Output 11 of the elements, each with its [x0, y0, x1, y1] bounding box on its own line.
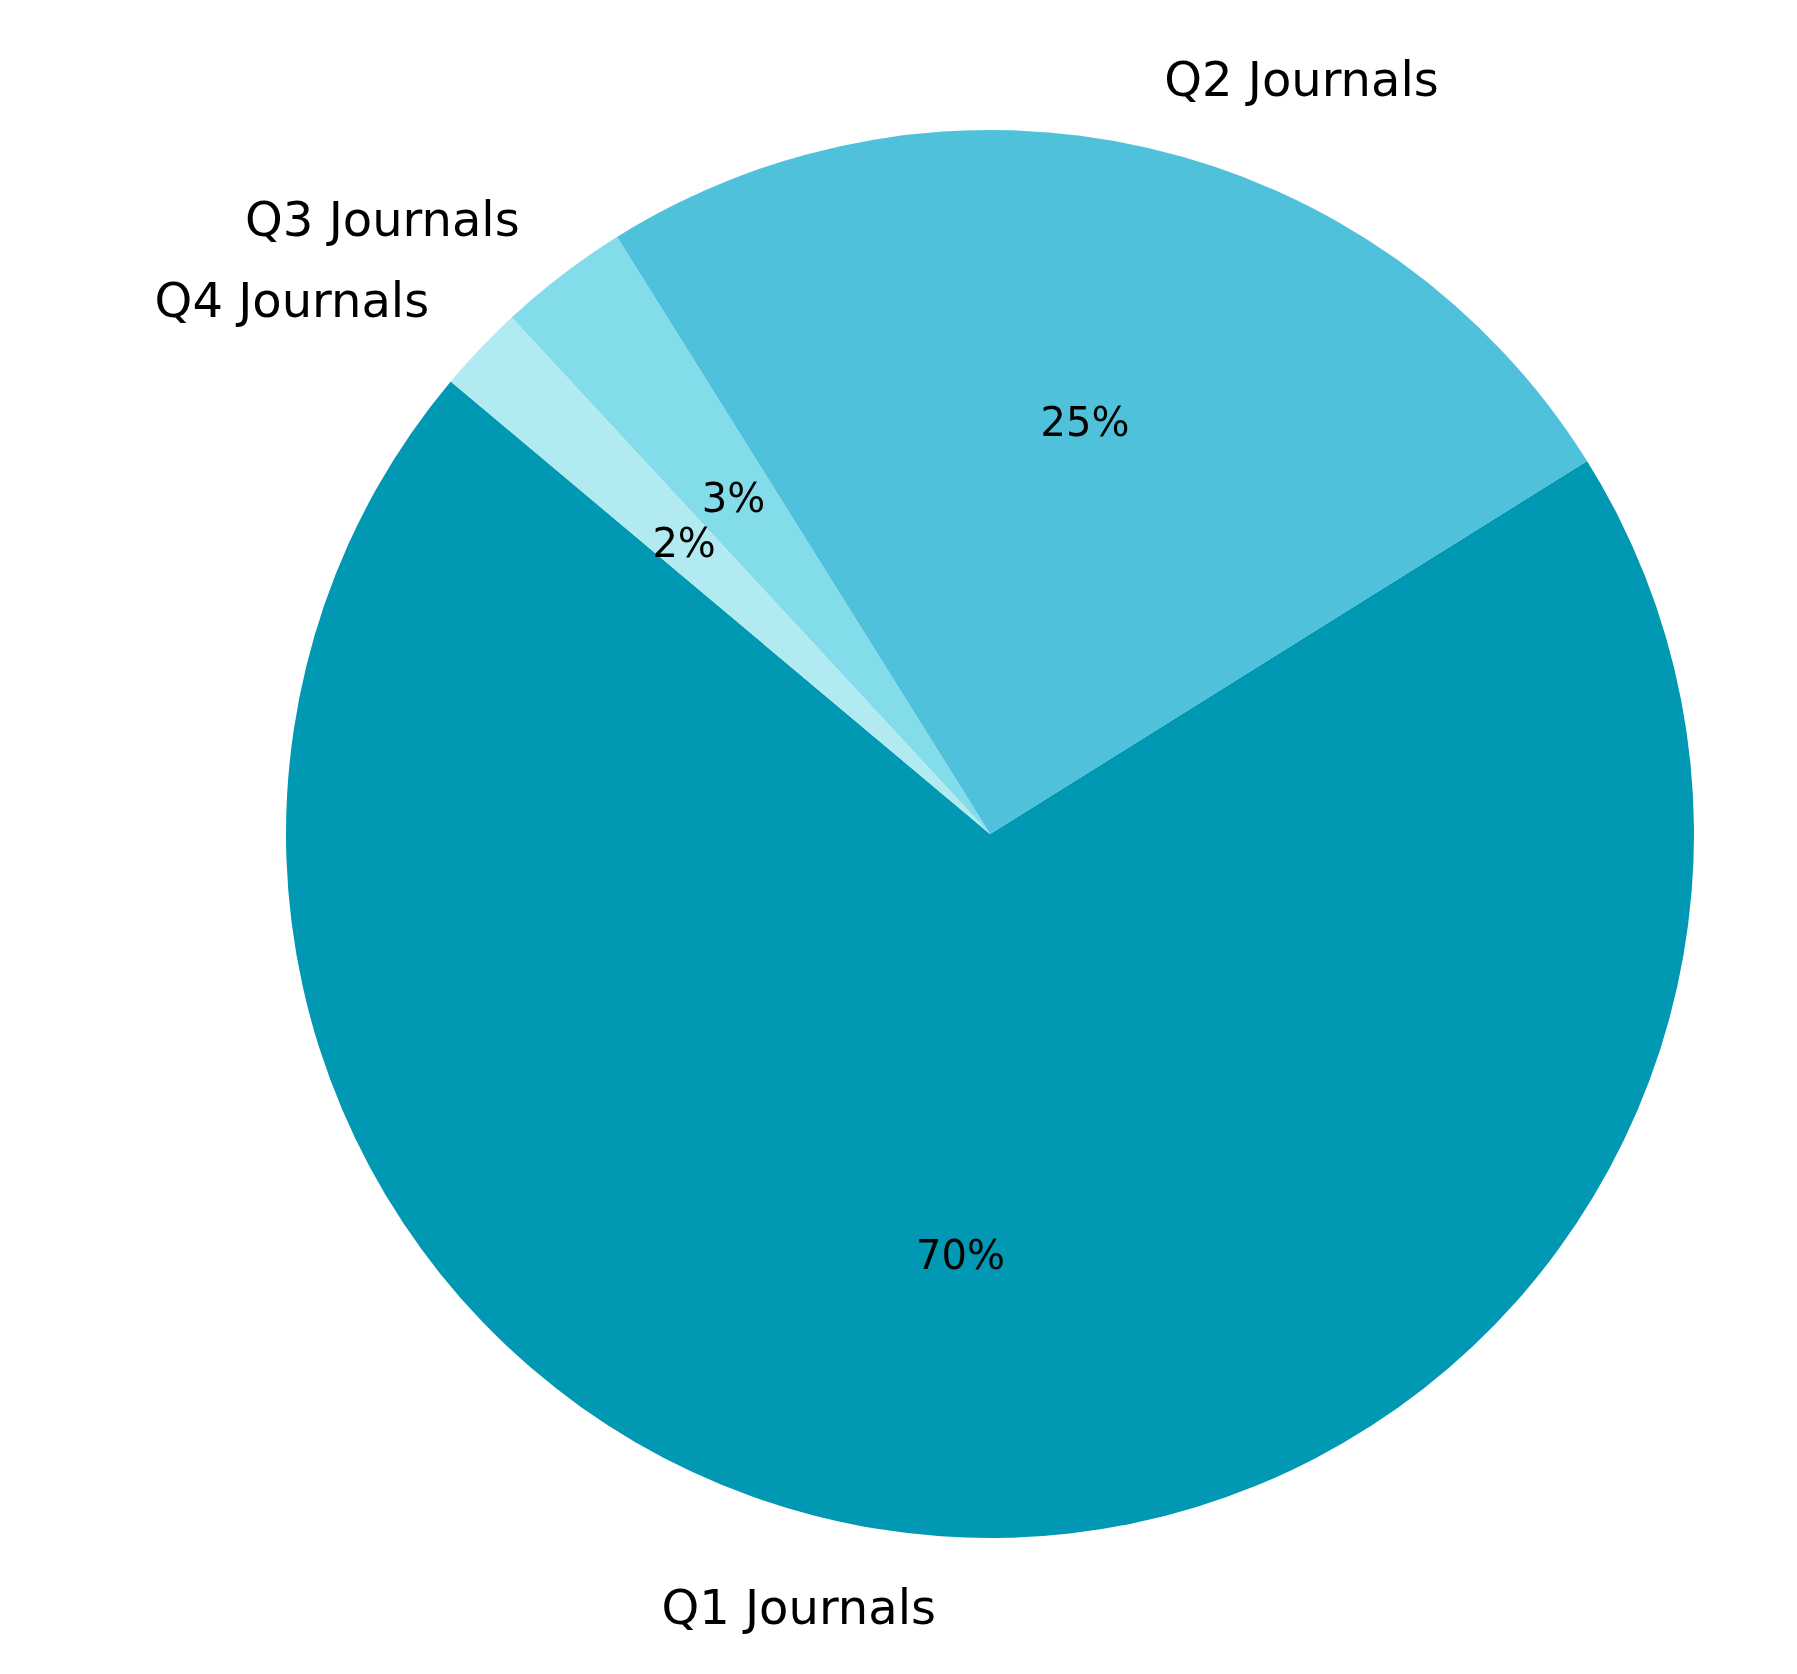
slice-label: Q4 Journals	[154, 271, 430, 328]
data-label: 3%	[701, 475, 766, 522]
slice-label: Q2 Journals	[1164, 51, 1439, 108]
pie-slice	[286, 381, 1694, 1537]
slice-label: Q3 Journals	[245, 190, 520, 247]
pie-slice	[616, 130, 1588, 834]
slice-label: Q1 Journals	[661, 1578, 936, 1635]
pie-slice	[450, 317, 990, 834]
data-label: 25%	[1040, 399, 1130, 446]
data-label: 2%	[652, 519, 716, 566]
data-label: 70%	[916, 1232, 1005, 1279]
